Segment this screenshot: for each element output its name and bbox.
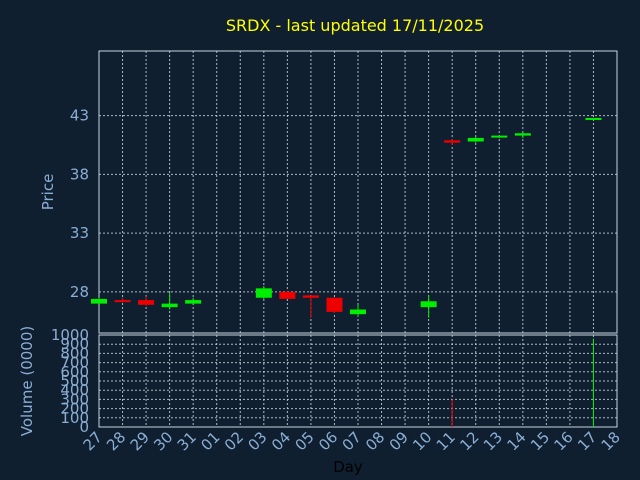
candle-body xyxy=(467,137,484,142)
candle-body xyxy=(91,298,107,304)
volume-tick-label: 700 xyxy=(60,354,89,372)
x-tick-label: 04 xyxy=(268,428,294,454)
volume-tick-label: 300 xyxy=(60,390,89,408)
volume-tick-label: 500 xyxy=(60,372,89,390)
x-tick-label: 08 xyxy=(362,428,388,454)
x-tick-label: 06 xyxy=(315,428,341,454)
candle-body xyxy=(302,295,319,298)
x-axis-ticks: 2728293031010203040506070809101112131415… xyxy=(80,428,624,454)
volume-frame xyxy=(98,334,618,428)
x-tick-label: 28 xyxy=(103,428,129,454)
candle-body xyxy=(326,297,343,312)
volume-tick-label: 900 xyxy=(60,335,89,353)
price-panel: 28 33 38 43 xyxy=(70,50,618,334)
volume-tick-label: 100 xyxy=(60,409,89,427)
x-tick-label: 18 xyxy=(598,428,624,454)
candle-body xyxy=(350,309,366,315)
candle-body xyxy=(185,300,202,304)
candle-body xyxy=(161,303,178,308)
x-tick-label: 15 xyxy=(527,428,553,454)
x-tick-label: 14 xyxy=(503,428,529,454)
x-tick-label: 17 xyxy=(574,428,600,454)
x-tick-label: 12 xyxy=(456,428,482,454)
x-tick-label: 09 xyxy=(386,428,412,454)
price-axis-label: Price xyxy=(39,174,57,211)
candle-body xyxy=(279,291,296,299)
x-tick-label: 16 xyxy=(551,428,577,454)
chart-title: SRDX - last updated 17/11/2025 xyxy=(226,16,484,35)
candle-body xyxy=(255,288,272,298)
x-tick-label: 07 xyxy=(339,428,365,454)
volume-axis-label: Volume (0000) xyxy=(18,326,36,436)
candle-body xyxy=(114,300,131,303)
volume-tick-label: 200 xyxy=(60,400,89,418)
price-frame xyxy=(98,50,618,334)
candle-body xyxy=(420,301,437,308)
x-tick-label: 02 xyxy=(221,428,247,454)
x-tick-label: 11 xyxy=(433,428,459,454)
x-tick-label: 29 xyxy=(127,428,153,454)
candle-body xyxy=(444,140,461,143)
candle-body xyxy=(585,117,602,120)
volume-tick-label: 0 xyxy=(79,418,89,436)
price-tick-label: 38 xyxy=(70,165,89,183)
x-tick-label: 13 xyxy=(480,428,506,454)
x-tick-label: 05 xyxy=(292,428,318,454)
price-tick-label: 33 xyxy=(70,224,89,242)
x-axis-label: Day xyxy=(333,458,363,476)
volume-tick-label: 800 xyxy=(60,344,89,362)
candle-body xyxy=(514,133,531,136)
x-tick-label: 31 xyxy=(174,428,200,454)
volume-tick-label: 1000 xyxy=(51,326,89,344)
x-tick-label: 01 xyxy=(197,428,223,454)
volume-tick-label: 600 xyxy=(60,363,89,381)
x-tick-label: 30 xyxy=(150,428,176,454)
price-tick-label: 43 xyxy=(70,107,89,125)
x-tick-label: 03 xyxy=(244,428,270,454)
candle-body xyxy=(491,135,508,138)
candle-body xyxy=(138,300,155,305)
volume-tick-label: 400 xyxy=(60,381,89,399)
x-tick-label: 10 xyxy=(409,428,435,454)
price-tick-label: 28 xyxy=(70,283,89,301)
